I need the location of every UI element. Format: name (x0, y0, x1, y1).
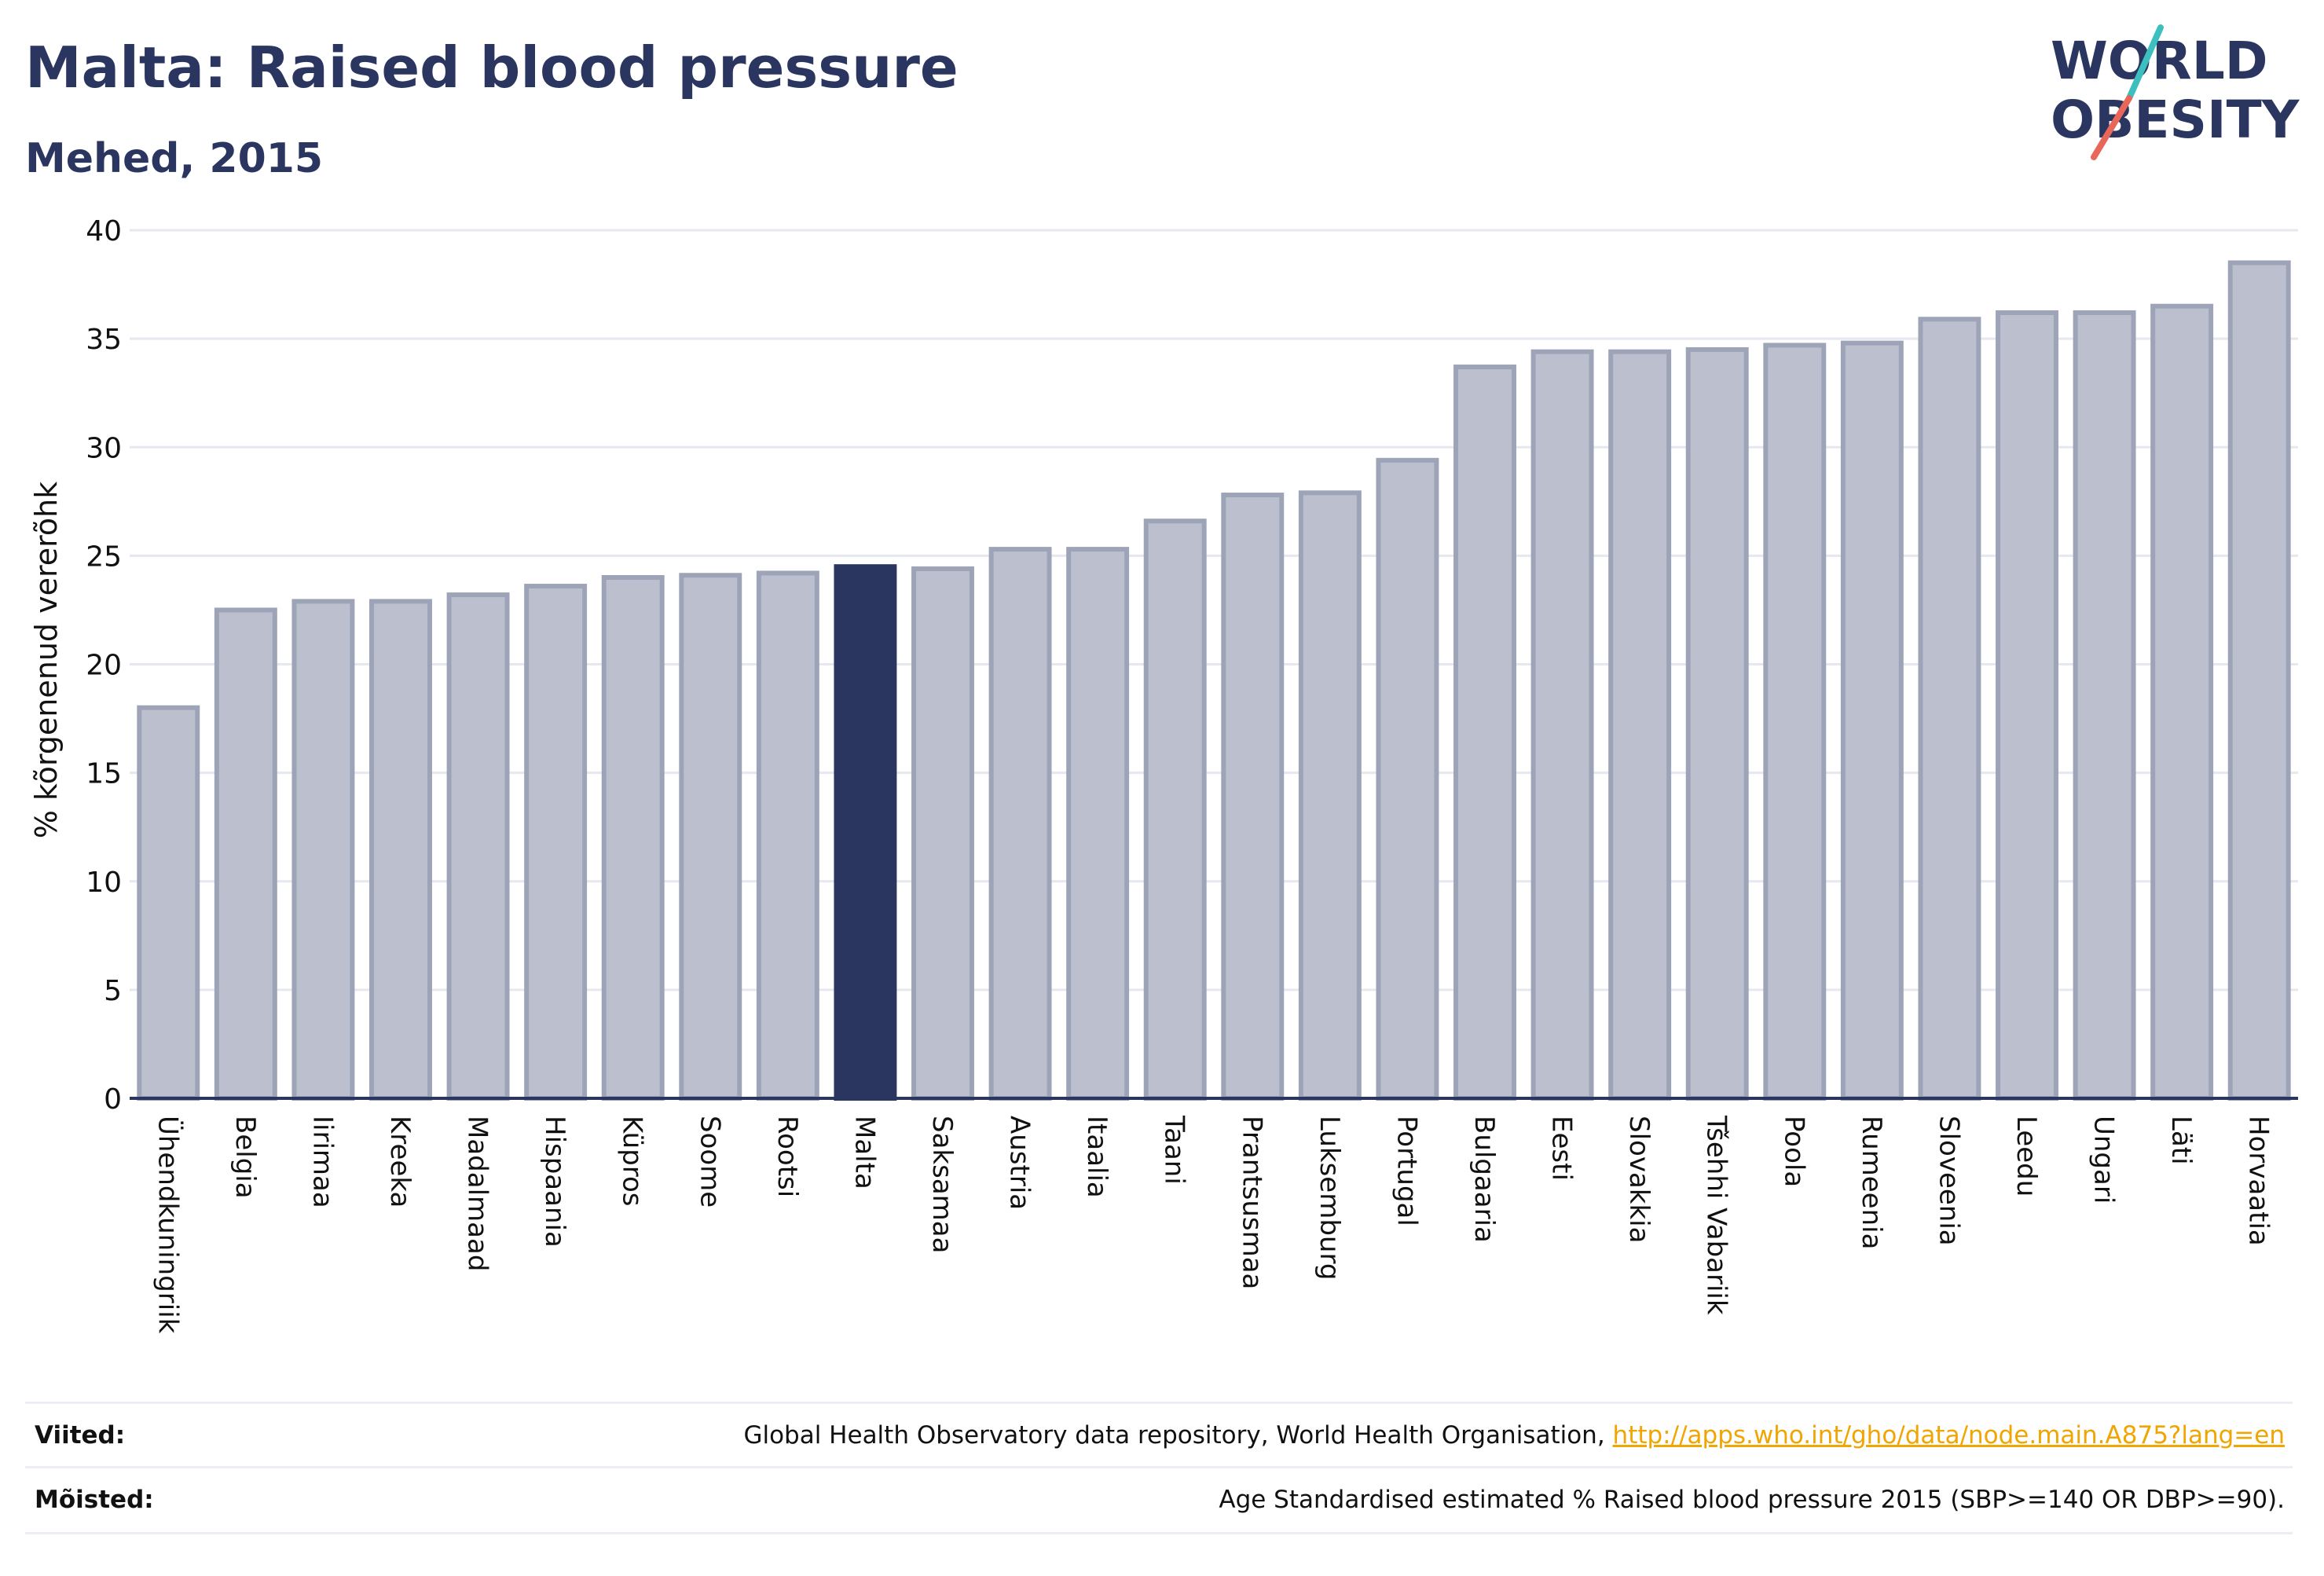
bar (1918, 317, 1981, 1101)
x-tick-label: Prantsusmaa (1236, 1116, 1267, 1289)
y-tick-label: 0 (104, 1083, 122, 1116)
y-tick-label: 35 (86, 324, 122, 356)
bar (1763, 343, 1827, 1101)
bar (2073, 310, 2136, 1101)
x-tick-label: Küpros (617, 1116, 648, 1206)
bar (988, 547, 1052, 1101)
bar (1143, 519, 1207, 1101)
x-tick-label: Kreeka (384, 1116, 416, 1208)
logo-slash-bottom (2091, 95, 2132, 160)
bar (214, 607, 277, 1101)
bar (2150, 303, 2214, 1101)
axes: 0 5 10 15 20 25 30 35 40 Ühendkuningriik Belgia Iir… (86, 215, 2298, 1334)
x-tick-label: Austria (1004, 1116, 1036, 1210)
logo-line2: OBESITY (2051, 90, 2300, 150)
bar (1608, 349, 1672, 1101)
x-tick-label: Tšehhi Vabariik (1701, 1115, 1732, 1315)
logo-slash-top (2126, 24, 2164, 101)
x-tick-label: Ühendkuningriik (152, 1116, 184, 1334)
x-tick-label: Sloveenia (1933, 1116, 1964, 1246)
bar (2227, 260, 2291, 1101)
definitions-row: Mõisted: Age Standardised estimated % Ra… (25, 1466, 2293, 1529)
bar (1996, 310, 2058, 1101)
x-tick-label: Luksemburg (1314, 1116, 1345, 1280)
x-tick-label: Madalmaad (462, 1116, 493, 1271)
sources-row: Viited: Global Health Observatory data r… (25, 1402, 2293, 1464)
x-tick-label: Poola (1778, 1116, 1809, 1187)
y-tick-label: 5 (104, 975, 122, 1007)
y-tick-label: 15 (86, 758, 122, 790)
bar (524, 584, 588, 1101)
bar (911, 566, 974, 1101)
definitions-label: Mõisted: (35, 1486, 154, 1514)
bar (446, 592, 510, 1101)
bar-highlight (834, 564, 897, 1101)
x-tick-label: Taani (1159, 1115, 1190, 1185)
bar (291, 599, 355, 1101)
bar (1376, 457, 1439, 1101)
bar (601, 575, 665, 1101)
bar (756, 570, 819, 1101)
x-tick-label: Hispaania (539, 1116, 570, 1248)
bar-chart: 0 5 10 15 20 25 30 35 40 Ühendkuningriik Belgia Iir… (29, 215, 2298, 1334)
y-tick-label: 40 (86, 215, 122, 247)
sources-link[interactable]: http://apps.who.int/gho/data/node.main.A… (1612, 1421, 2285, 1450)
page-title: Malta: Raised blood pressure (25, 35, 959, 101)
bars (137, 260, 2291, 1101)
definitions-text: Age Standardised estimated % Raised bloo… (1219, 1486, 2285, 1514)
x-tick-label: Slovakkia (1623, 1116, 1655, 1243)
x-tick-label: Portugal (1391, 1116, 1422, 1226)
bar (1298, 490, 1362, 1101)
x-tick-label: Rumeenia (1856, 1116, 1887, 1249)
x-tick-label: Soome (694, 1116, 725, 1208)
y-tick-label: 25 (86, 541, 122, 573)
x-tick-label: Eesti (1546, 1116, 1578, 1181)
x-tick-label: Itaalia (1081, 1116, 1113, 1198)
x-tick-label: Malta (849, 1116, 880, 1189)
x-tick-label: Belgia (229, 1116, 261, 1199)
bar (1453, 365, 1516, 1101)
bar (679, 573, 742, 1101)
bar (1066, 547, 1130, 1101)
world-obesity-logo: WORLD OBESITY (2051, 24, 2300, 160)
x-tick-label: Saksamaa (926, 1116, 958, 1253)
y-axis-label: % kõrgenenud vererõhk (29, 482, 64, 839)
y-tick-label: 30 (86, 432, 122, 464)
bar (1221, 493, 1285, 1101)
sources-label: Viited: (35, 1421, 126, 1450)
footer-bottom-rule (25, 1532, 2293, 1534)
x-tick-label: Rootsi (772, 1116, 803, 1197)
x-tick-label: Leedu (2011, 1116, 2042, 1197)
sources-text: Global Health Observatory data repositor… (743, 1421, 1613, 1450)
page-subtitle: Mehed, 2015 (25, 135, 324, 182)
bar (1530, 349, 1594, 1101)
x-tick-label: Läti (2165, 1116, 2197, 1165)
x-tick-label: Iirimaa (306, 1116, 338, 1208)
x-tick-label: Horvaatia (2243, 1116, 2275, 1246)
bar (1840, 340, 1904, 1101)
bar (137, 705, 200, 1101)
logo-line1: WORLD (2051, 31, 2268, 91)
x-tick-label: Bulgaaria (1468, 1116, 1500, 1243)
y-tick-label: 20 (86, 650, 122, 682)
bar (369, 599, 432, 1101)
sources-text-wrap: Global Health Observatory data repositor… (743, 1421, 2285, 1450)
bar (1685, 346, 1749, 1101)
x-tick-label: Ungari (2088, 1116, 2120, 1204)
y-tick-label: 10 (86, 867, 122, 899)
